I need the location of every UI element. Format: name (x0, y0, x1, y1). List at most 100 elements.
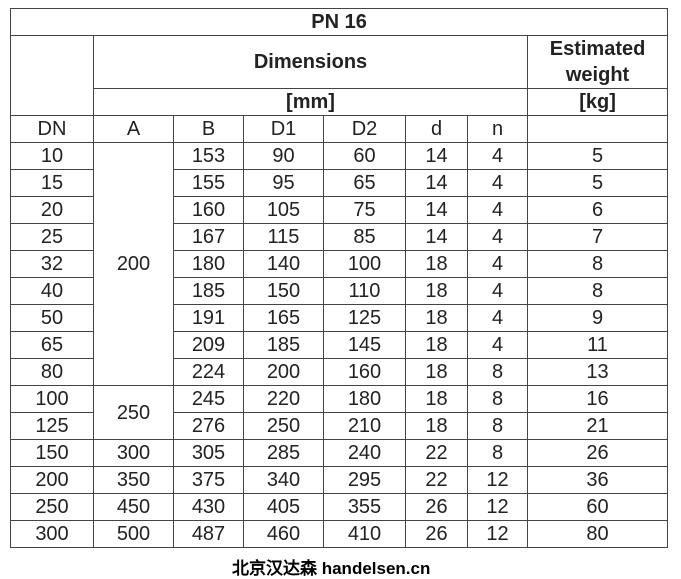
cell-a: 450 (93, 493, 174, 521)
cell-d1: 95 (243, 169, 324, 197)
cell-w: 9 (526, 304, 669, 332)
table-row: 15 155 95 65 14 4 5 (10, 169, 669, 197)
empty-header-cell (10, 35, 94, 116)
cell-d: 22 (405, 439, 468, 467)
table-title: PN 16 (9, 8, 669, 36)
cell-n: 12 (467, 520, 528, 548)
cell-d1: 340 (243, 466, 324, 494)
cell-dn: 300 (10, 520, 94, 548)
cell-n: 4 (467, 277, 528, 305)
cell-d2: 125 (323, 304, 406, 332)
cell-w: 26 (526, 439, 669, 467)
table-row: 10 200 153 90 60 14 4 5 (10, 142, 669, 386)
cell-b: 224 (173, 358, 244, 386)
cell-dn: 125 (10, 412, 94, 440)
cell-dn: 40 (10, 277, 94, 305)
weight-header: Estimated weight (526, 35, 669, 89)
dimensions-unit: [mm] (93, 88, 528, 116)
cell-d2: 145 (323, 331, 406, 359)
cell-dn: 20 (10, 196, 94, 224)
table-row: 200 350 375 340 295 22 12 36 (10, 466, 669, 494)
cell-d: 14 (405, 169, 468, 197)
cell-n: 4 (467, 223, 528, 251)
cell-d: 18 (405, 385, 468, 413)
cell-n: 4 (467, 331, 528, 359)
cell-b: 375 (173, 466, 244, 494)
cell-a: 300 (93, 439, 174, 467)
column-header-weight (526, 115, 669, 143)
cell-d1: 90 (243, 142, 324, 170)
column-header-d1: D1 (243, 115, 324, 143)
cell-d: 18 (405, 277, 468, 305)
cell-d: 14 (405, 223, 468, 251)
cell-a-group: 200 (93, 142, 174, 386)
cell-n: 8 (467, 439, 528, 467)
cell-d2: 295 (323, 466, 406, 494)
cell-n: 12 (467, 493, 528, 521)
cell-dn: 200 (10, 466, 94, 494)
cell-d: 14 (405, 196, 468, 224)
cell-d2: 110 (323, 277, 406, 305)
cell-d1: 115 (243, 223, 324, 251)
cell-n: 4 (467, 250, 528, 278)
table-row: 300 500 487 460 410 26 12 80 (10, 520, 669, 548)
cell-a-group: 250 (93, 385, 174, 440)
column-header-a: A (93, 115, 174, 143)
cell-w: 80 (526, 520, 669, 548)
cell-dn: 25 (10, 223, 94, 251)
cell-w: 13 (526, 358, 669, 386)
table-row: 40 185 150 110 18 4 8 (10, 277, 669, 305)
cell-d2: 210 (323, 412, 406, 440)
cell-d2: 60 (323, 142, 406, 170)
cell-w: 6 (526, 196, 669, 224)
cell-w: 60 (526, 493, 669, 521)
cell-b: 180 (173, 250, 244, 278)
cell-d2: 410 (323, 520, 406, 548)
cell-w: 8 (526, 250, 669, 278)
cell-w: 16 (526, 385, 669, 413)
table-row: 150 300 305 285 240 22 8 26 (10, 439, 669, 467)
cell-d: 18 (405, 331, 468, 359)
cell-b: 167 (173, 223, 244, 251)
pn16-dimensions-table: PN 16 Dimensions Estimated weight [mm] [k… (9, 8, 669, 548)
table-row: 100 250 245 220 180 18 8 16 (10, 385, 669, 440)
cell-dn: 10 (10, 142, 94, 170)
cell-b: 305 (173, 439, 244, 467)
cell-dn: 150 (10, 439, 94, 467)
table-row: 25 167 115 85 14 4 7 (10, 223, 669, 251)
cell-d1: 150 (243, 277, 324, 305)
cell-d2: 65 (323, 169, 406, 197)
cell-d: 26 (405, 520, 468, 548)
cell-w: 7 (526, 223, 669, 251)
cell-a: 500 (93, 520, 174, 548)
cell-n: 4 (467, 169, 528, 197)
cell-w: 11 (526, 331, 669, 359)
cell-b: 430 (173, 493, 244, 521)
cell-n: 8 (467, 358, 528, 386)
table-row: 32 180 140 100 18 4 8 (10, 250, 669, 278)
cell-d: 26 (405, 493, 468, 521)
watermark: 北京汉达森 handelsen.cn (232, 559, 431, 578)
cell-w: 5 (526, 142, 669, 170)
cell-d1: 105 (243, 196, 324, 224)
cell-b: 155 (173, 169, 244, 197)
cell-dn: 250 (10, 493, 94, 521)
cell-d: 22 (405, 466, 468, 494)
cell-n: 4 (467, 304, 528, 332)
cell-n: 12 (467, 466, 528, 494)
cell-d: 18 (405, 304, 468, 332)
cell-d1: 220 (243, 385, 324, 413)
cell-d2: 75 (323, 196, 406, 224)
table-row: 80 224 200 160 18 8 13 (10, 358, 669, 386)
cell-d: 14 (405, 142, 468, 170)
table-row: 250 450 430 405 355 26 12 60 (10, 493, 669, 521)
table-row: 65 209 185 145 18 4 11 (10, 331, 669, 359)
cell-dn: 100 (10, 385, 94, 413)
column-header-d: d (405, 115, 468, 143)
cell-b: 185 (173, 277, 244, 305)
cell-d1: 285 (243, 439, 324, 467)
cell-b: 191 (173, 304, 244, 332)
cell-b: 487 (173, 520, 244, 548)
cell-dn: 80 (10, 358, 94, 386)
cell-w: 8 (526, 277, 669, 305)
